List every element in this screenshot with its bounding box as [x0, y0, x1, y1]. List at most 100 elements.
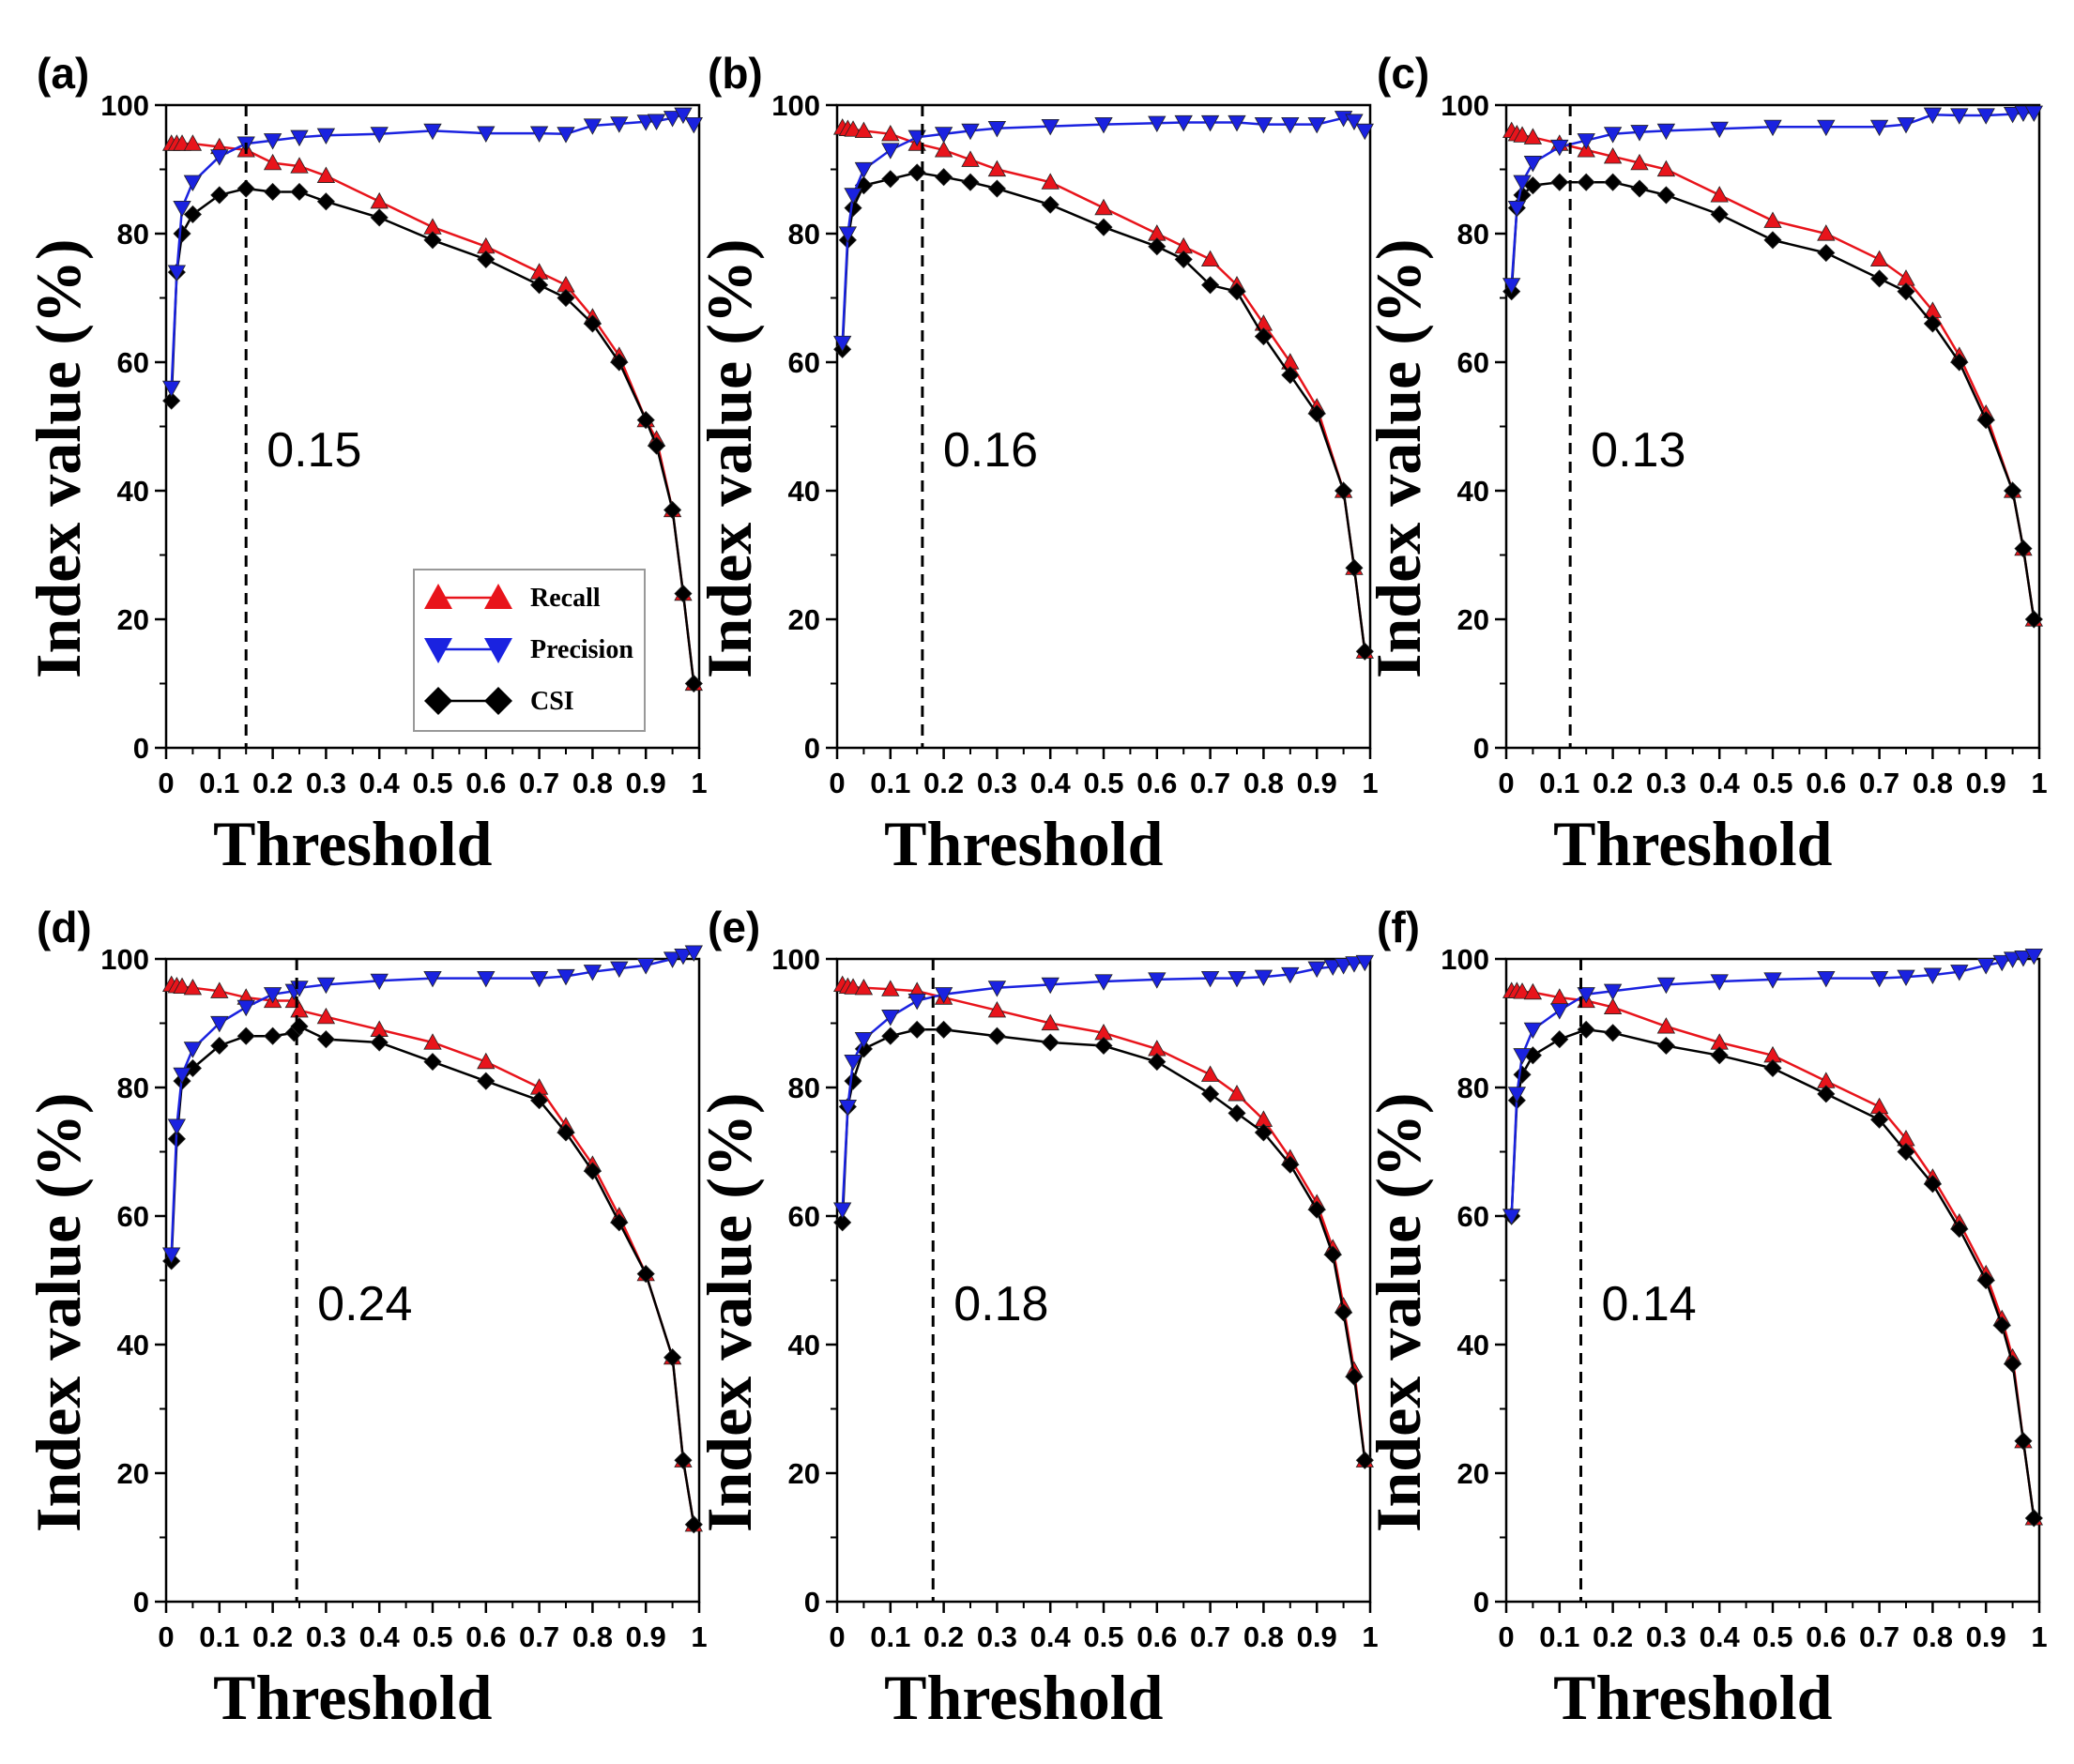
data-point-precision [1041, 977, 1060, 995]
data-point-csi [1094, 218, 1113, 236]
data-point-precision [907, 993, 926, 1011]
x-tick-label: 0.1 [199, 1620, 239, 1653]
data-point-precision [934, 127, 953, 144]
data-point-precision [477, 970, 496, 988]
data-point-precision [183, 175, 203, 192]
data-point-csi [1656, 186, 1675, 205]
y-tick-label: 80 [788, 218, 820, 251]
data-point-csi [1041, 195, 1060, 214]
data-point-precision [674, 948, 693, 966]
data-point-csi [1345, 558, 1364, 577]
data-point-precision [1630, 125, 1649, 142]
data-point-precision [1148, 115, 1167, 133]
data-point-precision [1950, 108, 1969, 125]
data-point-precision [1923, 107, 1943, 125]
data-point-recall [1817, 224, 1836, 241]
x-tick-label: 0.6 [1806, 1620, 1846, 1653]
x-tick-label: 0.2 [1593, 1620, 1633, 1653]
x-tick-label: 0.2 [1593, 767, 1633, 799]
data-point-recall [854, 979, 874, 996]
series-line-csi [1510, 1028, 2036, 1519]
x-tick-label: 0.7 [1190, 767, 1230, 799]
data-point-precision [1976, 108, 1995, 125]
data-point-recall [183, 979, 203, 996]
data-point-csi [236, 1026, 255, 1045]
data-point-csi [1307, 1200, 1326, 1219]
data-point-csi [370, 1033, 389, 1052]
data-point-precision [263, 987, 282, 1004]
y-tick-label: 0 [1473, 1586, 1489, 1619]
data-point-precision [844, 188, 862, 205]
data-point-csi [663, 500, 682, 520]
data-point-csi [423, 231, 442, 250]
data-point-csi [2014, 1432, 2033, 1451]
panel-label: (e) [708, 903, 760, 951]
x-tick-label: 0.7 [1190, 1620, 1230, 1653]
data-point-csi [636, 1265, 655, 1284]
data-point-precision [961, 123, 980, 141]
legend-label-precision: Precision [530, 635, 633, 664]
data-point-precision [370, 973, 389, 991]
legend-marker-csi [424, 687, 452, 715]
data-point-precision [477, 126, 496, 143]
data-point-precision [290, 981, 309, 997]
data-point-precision [833, 335, 852, 353]
x-tick-label: 0 [829, 767, 845, 799]
data-point-csi [2014, 540, 2033, 558]
y-tick-label: 0 [1473, 732, 1489, 765]
x-tick-label: 0.1 [199, 767, 239, 799]
y-axis-title: Index value (%) [1363, 239, 1434, 678]
y-tick-label: 0 [804, 732, 820, 765]
x-axis-title: Threshold [1553, 808, 1832, 879]
data-point-precision [610, 116, 629, 133]
data-point-csi [1870, 269, 1889, 288]
data-point-precision [1869, 119, 1889, 137]
x-tick-label: 0.8 [1913, 1620, 1953, 1653]
data-point-recall [987, 160, 1007, 177]
x-axis-title: Threshold [1553, 1662, 1832, 1733]
y-axis-title: Index value (%) [694, 1093, 765, 1532]
x-tick-label: 0.1 [870, 1620, 910, 1653]
y-tick-label: 40 [117, 475, 149, 508]
panel-label: (f) [1377, 903, 1420, 951]
x-tick-label: 0.6 [1136, 767, 1177, 799]
data-point-precision [1992, 954, 2011, 972]
data-point-csi [1201, 276, 1220, 295]
x-tick-label: 0.5 [412, 767, 452, 799]
x-tick-label: 1 [1362, 767, 1378, 799]
y-tick-label: 0 [133, 732, 149, 765]
data-point-recall [1656, 1017, 1676, 1034]
y-axis-title: Index value (%) [23, 1093, 94, 1532]
x-tick-label: 0.7 [1859, 767, 1899, 799]
panel-label: (c) [1377, 49, 1429, 98]
x-tick-label: 1 [1362, 1620, 1378, 1653]
data-point-recall [1041, 173, 1060, 190]
data-point-csi [1630, 179, 1649, 198]
data-point-recall [987, 1000, 1007, 1018]
y-tick-label: 40 [788, 475, 820, 508]
data-point-precision [1550, 1003, 1569, 1020]
x-axis-title: Threshold [884, 1662, 1163, 1733]
data-point-csi [1174, 250, 1193, 268]
y-tick-label: 100 [100, 943, 149, 976]
data-point-csi [1870, 1110, 1889, 1129]
data-point-precision [1281, 966, 1300, 984]
panel-label: (a) [37, 49, 89, 98]
data-point-recall [316, 166, 336, 183]
x-tick-label: 0.5 [1752, 1620, 1792, 1653]
data-point-csi [1992, 1315, 2011, 1335]
data-point-precision [1817, 970, 1836, 988]
data-point-precision [1950, 965, 1969, 981]
x-tick-label: 0.3 [306, 1620, 346, 1653]
y-tick-label: 60 [117, 1200, 149, 1233]
data-point-csi [1334, 1303, 1353, 1322]
x-tick-label: 0.8 [572, 767, 613, 799]
data-point-csi [530, 276, 549, 295]
data-point-precision [1577, 133, 1595, 150]
x-axis-title: Threshold [213, 1662, 492, 1733]
data-point-recall [844, 978, 862, 995]
x-tick-label: 0.4 [1700, 767, 1741, 799]
data-point-precision [1200, 114, 1220, 132]
data-point-csi [1710, 205, 1729, 224]
legend-label-csi: CSI [530, 687, 574, 716]
